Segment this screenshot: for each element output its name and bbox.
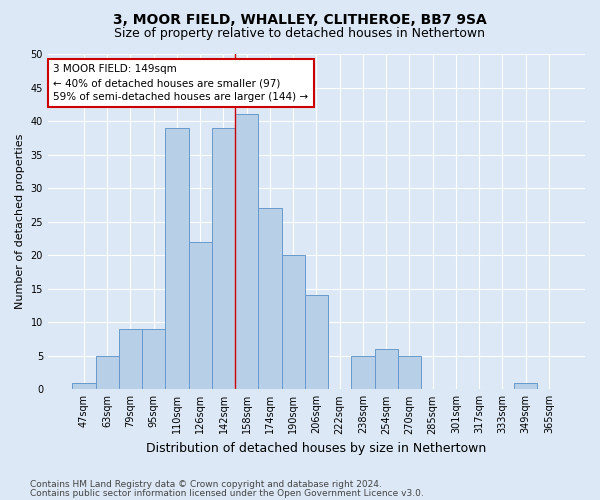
Bar (352, 356, 374, 390)
Text: 3, MOOR FIELD, WHALLEY, CLITHEROE, BB7 9SA: 3, MOOR FIELD, WHALLEY, CLITHEROE, BB7 9… (113, 12, 487, 26)
Bar (514, 382, 538, 390)
Bar (73, 382, 95, 390)
Bar (95, 356, 119, 390)
X-axis label: Distribution of detached houses by size in Nethertown: Distribution of detached houses by size … (146, 442, 487, 455)
Bar (281, 255, 305, 390)
Bar (166, 128, 188, 390)
Bar (119, 329, 142, 390)
Bar (142, 329, 166, 390)
Bar (212, 128, 235, 390)
Y-axis label: Number of detached properties: Number of detached properties (15, 134, 25, 310)
Bar (374, 349, 398, 390)
Bar (398, 356, 421, 390)
Bar (235, 114, 259, 390)
Bar (259, 208, 281, 390)
Text: Contains public sector information licensed under the Open Government Licence v3: Contains public sector information licen… (30, 488, 424, 498)
Text: Size of property relative to detached houses in Nethertown: Size of property relative to detached ho… (115, 28, 485, 40)
Text: Contains HM Land Registry data © Crown copyright and database right 2024.: Contains HM Land Registry data © Crown c… (30, 480, 382, 489)
Bar (305, 296, 328, 390)
Text: 3 MOOR FIELD: 149sqm
← 40% of detached houses are smaller (97)
59% of semi-detac: 3 MOOR FIELD: 149sqm ← 40% of detached h… (53, 64, 308, 102)
Bar (188, 242, 212, 390)
